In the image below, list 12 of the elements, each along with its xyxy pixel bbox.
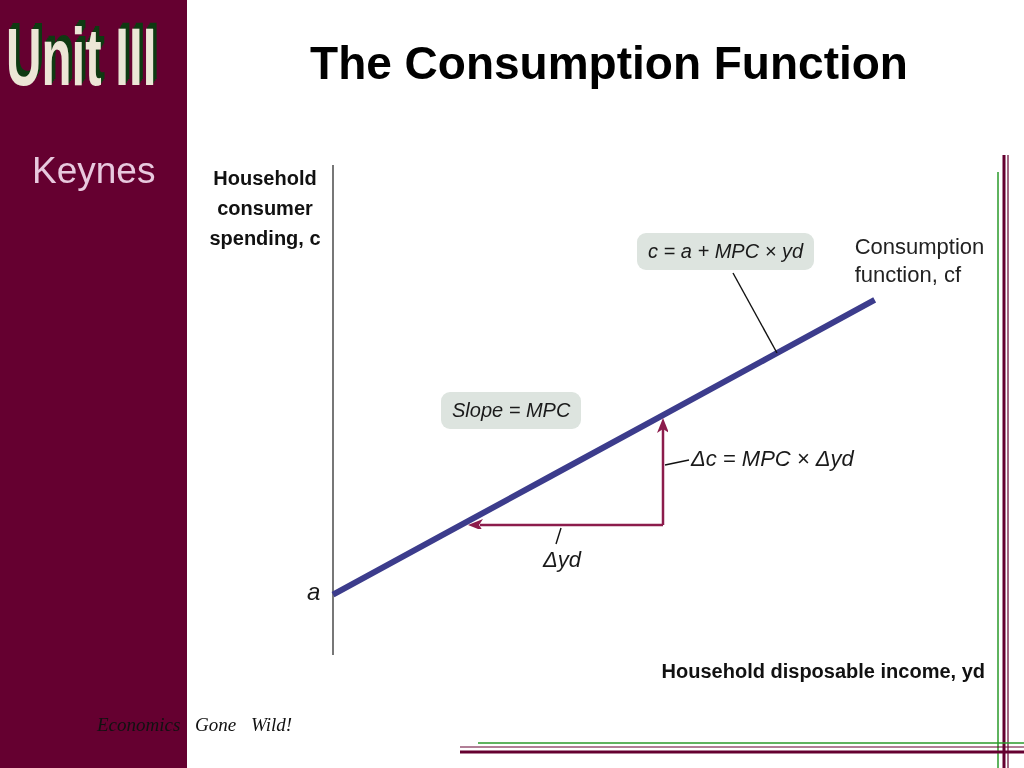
text: c = a + MPC × yd [637,233,815,270]
y-axis-title: Household consumer spending, c [208,166,322,251]
annotation: Δc = MPC × Δyd [691,446,854,472]
chart-title: The Consumption Function [309,36,909,90]
text: Economics Gone Wild! [97,714,293,736]
text: Keynes [32,150,156,192]
annotation: Slope = MPC [441,392,582,429]
annotation: a [307,578,321,606]
series-label: Consumption function, cf [854,233,985,287]
text: Unit III [6,11,157,102]
x-axis-title: Household disposable income, yd [661,660,985,683]
annotation: Δyd [543,547,581,573]
